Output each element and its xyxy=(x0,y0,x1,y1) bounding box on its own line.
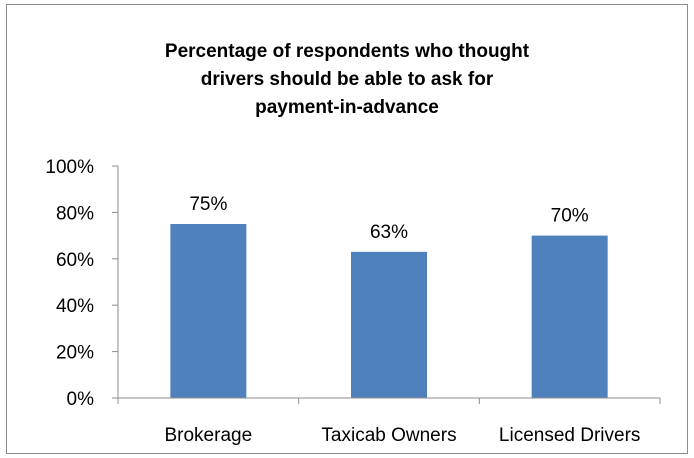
y-tick-label: 40% xyxy=(56,296,94,317)
bars: 75% 63% 70% xyxy=(170,194,608,398)
chart-title-line: Percentage of respondents who thought xyxy=(164,41,530,62)
x-tick-label: Licensed Drivers xyxy=(499,425,641,446)
y-tick-label: 0% xyxy=(67,389,95,410)
chart-title-line: payment-in-advance xyxy=(255,97,439,118)
y-axis: 0% 20% 40% 60% 80% 100% xyxy=(45,157,119,410)
y-tick-label: 100% xyxy=(45,157,94,178)
x-tick-label: Brokerage xyxy=(164,425,252,446)
bar xyxy=(170,224,247,398)
y-tick-label: 20% xyxy=(56,343,94,364)
bar xyxy=(531,235,608,398)
data-label: 75% xyxy=(189,194,227,215)
bar xyxy=(351,251,427,398)
x-axis: Brokerage Taxicab Owners Licensed Drivers xyxy=(117,397,661,446)
chart-title: Percentage of respondents who thought dr… xyxy=(0,38,694,122)
data-label: 63% xyxy=(370,222,408,243)
x-tick-label: Taxicab Owners xyxy=(321,425,456,446)
chart-title-line: drivers should be able to ask for xyxy=(200,69,494,90)
data-label: 70% xyxy=(551,206,589,227)
y-tick-label: 80% xyxy=(56,203,94,224)
y-tick-label: 60% xyxy=(56,250,94,271)
